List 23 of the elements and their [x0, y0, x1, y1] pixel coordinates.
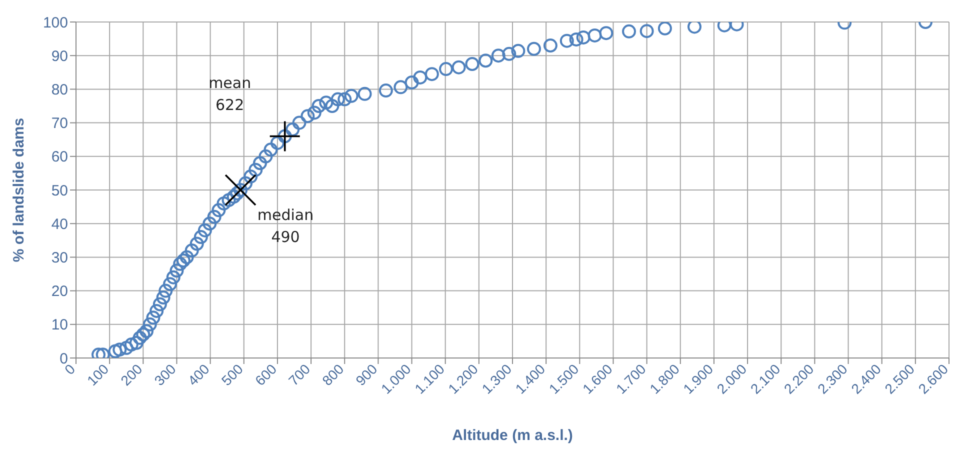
- y-tick-label: 90: [51, 48, 68, 65]
- y-tick-label: 50: [51, 182, 68, 200]
- annotation: mean 622: [208, 74, 252, 114]
- x-tick-label: 900: [352, 360, 380, 389]
- x-tick-label: 400: [184, 360, 213, 389]
- x-tick-label: 100: [84, 360, 112, 389]
- x-tick-label: 300: [151, 360, 180, 389]
- y-tick-label: 100: [42, 14, 68, 32]
- x-tick-label: 600: [252, 360, 280, 389]
- y-tick-label: 60: [51, 148, 68, 166]
- y-axis-title: % of landslide dams: [10, 118, 28, 262]
- x-tick-label: 200: [117, 360, 146, 389]
- x-axis-title: Altitude (m a.s.l.): [452, 427, 573, 444]
- y-tick-label: 30: [51, 250, 68, 267]
- annotation: median 490: [257, 206, 314, 246]
- y-tick-label: 10: [51, 316, 68, 334]
- y-tick-label: 80: [51, 82, 68, 99]
- x-tick-label: 800: [318, 360, 347, 389]
- y-tick-label: 70: [51, 115, 68, 132]
- x-tick-label: 700: [285, 360, 314, 389]
- x-tick-label: 500: [218, 360, 246, 389]
- y-tick-label: 20: [51, 283, 68, 300]
- y-tick-label: 40: [51, 216, 68, 233]
